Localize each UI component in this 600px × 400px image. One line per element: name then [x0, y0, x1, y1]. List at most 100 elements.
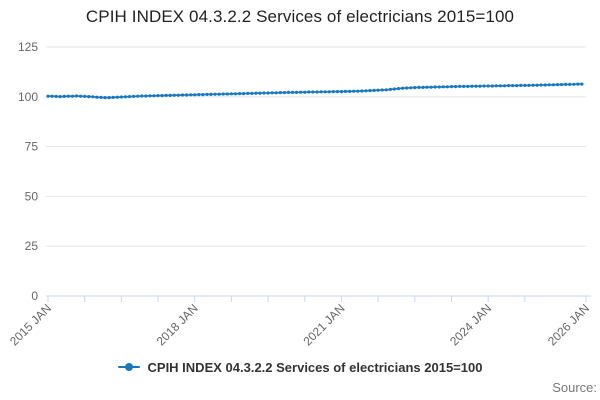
series-point: [87, 95, 91, 99]
series-point: [160, 94, 164, 98]
series-point: [221, 92, 225, 96]
y-tick-label: 75: [25, 140, 39, 154]
series-point: [258, 91, 262, 95]
series-point: [62, 94, 66, 98]
series-point: [568, 82, 572, 86]
series-point: [388, 87, 392, 91]
series-point: [474, 84, 478, 88]
series-point: [233, 92, 238, 96]
series-point: [494, 84, 498, 88]
series-point: [462, 84, 466, 88]
series-point: [466, 84, 470, 88]
series-point: [454, 85, 458, 89]
series-point: [205, 92, 209, 96]
series-point: [111, 95, 115, 99]
series-point: [425, 85, 429, 89]
series-point: [458, 84, 462, 88]
series-point: [144, 94, 148, 98]
series-point: [201, 93, 205, 97]
series-point: [392, 87, 396, 91]
series-point: [356, 89, 360, 93]
series-point: [531, 83, 535, 87]
series-point: [519, 83, 523, 87]
series-point: [339, 90, 344, 94]
series-point: [193, 93, 197, 97]
series-point: [547, 83, 551, 87]
series-point: [148, 94, 152, 98]
series-point: [348, 89, 352, 93]
series-point: [168, 93, 172, 97]
series-point: [79, 94, 83, 98]
series-point: [156, 94, 160, 98]
series-point: [413, 86, 417, 90]
x-tick-label: 2024 JAN: [447, 301, 494, 348]
series-point: [515, 84, 519, 88]
series-point: [119, 95, 123, 99]
series-point: [543, 83, 547, 87]
chart-title: CPIH INDEX 04.3.2.2 Services of electric…: [85, 7, 515, 26]
series-point: [303, 90, 307, 94]
series-point: [115, 95, 119, 99]
y-tick-label: 0: [31, 289, 38, 303]
source-label: Source:: [552, 380, 597, 395]
series-point: [189, 93, 193, 97]
legend: CPIH INDEX 04.3.2.2 Services of electric…: [0, 360, 600, 375]
series-point: [315, 90, 319, 94]
series-point: [246, 91, 250, 95]
series-point: [295, 90, 299, 94]
series-point: [250, 91, 254, 95]
series-point: [50, 94, 54, 98]
series-point: [66, 94, 70, 98]
series-point: [372, 88, 376, 92]
series-point: [478, 84, 482, 88]
series-point: [360, 89, 364, 93]
y-tick-label: 125: [18, 40, 38, 54]
series-point: [180, 93, 185, 97]
series-point: [527, 83, 531, 87]
series-point: [99, 95, 103, 99]
x-tick-label: 2021 JAN: [300, 301, 347, 348]
series-point: [270, 91, 274, 95]
series-point: [564, 82, 568, 86]
series-point: [498, 84, 502, 88]
series-point: [213, 92, 217, 96]
series-point: [83, 94, 87, 98]
series-point: [107, 96, 111, 100]
series-point: [510, 84, 515, 88]
series-point: [176, 93, 180, 97]
series-point: [405, 86, 409, 90]
x-tick-label: 2026 JAN: [545, 301, 592, 348]
series-point: [70, 94, 75, 98]
series-point: [401, 86, 405, 90]
series-point: [319, 90, 323, 94]
series-point: [576, 82, 580, 86]
series-point: [470, 84, 474, 88]
series-point: [449, 85, 454, 89]
series-point: [380, 88, 384, 92]
series-point: [152, 94, 156, 98]
x-tick-label: 2015 JAN: [7, 301, 54, 348]
series-point: [58, 95, 62, 99]
series-point: [437, 85, 441, 89]
series-point: [364, 89, 368, 93]
series-point: [429, 85, 433, 89]
series-point: [343, 89, 348, 93]
series-point: [555, 83, 560, 87]
series-point: [238, 92, 242, 96]
series-point: [421, 85, 425, 89]
legend-item[interactable]: CPIH INDEX 04.3.2.2 Services of electric…: [117, 360, 482, 375]
series-point: [74, 94, 79, 98]
series-point: [123, 95, 127, 99]
series-point: [417, 85, 421, 89]
series-point: [384, 88, 388, 92]
plot-area: 0 25 50 75 100 125 2015 JAN 2018 JAN 2021 JAN 202…: [7, 40, 592, 348]
series-point: [376, 88, 380, 92]
series-point: [335, 90, 339, 94]
series-point: [278, 91, 282, 95]
series-point: [254, 91, 258, 95]
series-point: [225, 92, 229, 96]
series-point: [327, 90, 331, 94]
y-tick-label: 25: [25, 239, 39, 253]
series-point: [539, 83, 543, 87]
